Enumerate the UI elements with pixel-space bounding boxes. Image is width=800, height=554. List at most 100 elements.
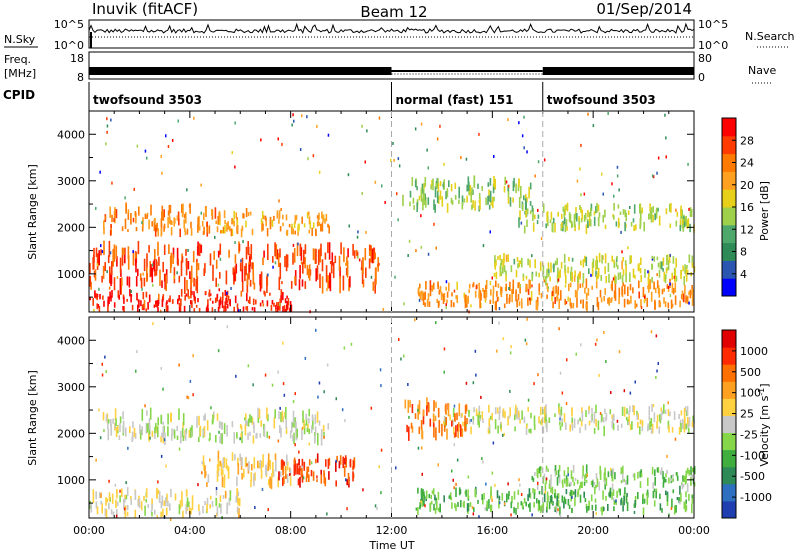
- heatmap-cell: [289, 430, 292, 439]
- heatmap-cell: [106, 413, 109, 423]
- colorbar-swatch: [722, 398, 736, 416]
- heatmap-cell: [647, 423, 649, 431]
- heatmap-cell: [645, 492, 648, 496]
- heatmap-cell: [521, 302, 523, 309]
- heatmap-noise-cell: [607, 112, 609, 115]
- heatmap-cell: [619, 211, 622, 215]
- heatmap-noise-cell: [234, 121, 236, 125]
- heatmap-cell: [174, 493, 177, 501]
- heatmap-cell: [168, 204, 171, 215]
- heatmap-cell: [662, 471, 664, 480]
- heatmap-cell: [115, 427, 118, 437]
- heatmap-cell: [595, 255, 598, 262]
- heatmap-cell: [253, 425, 255, 433]
- heatmap-cell: [229, 225, 231, 232]
- heatmap-cell: [507, 196, 510, 204]
- heatmap-cell: [676, 497, 679, 501]
- heatmap-cell: [583, 491, 585, 498]
- heatmap-noise-cell: [141, 287, 143, 291]
- heatmap-cell: [168, 298, 170, 303]
- heatmap-cell: [410, 422, 413, 429]
- heatmap-cell: [516, 257, 519, 262]
- heatmap-cell: [182, 435, 185, 442]
- heatmap-cell: [688, 469, 691, 476]
- heatmap-cell: [490, 486, 492, 496]
- heatmap-cell: [301, 474, 304, 483]
- heatmap-cell: [310, 425, 313, 434]
- heatmap-cell: [601, 255, 603, 264]
- heatmap-noise-cell: [557, 278, 560, 282]
- heatmap-cell: [665, 490, 667, 496]
- heatmap-cell: [286, 461, 289, 470]
- heatmap-cell: [320, 474, 323, 484]
- heatmap-cell: [177, 211, 180, 222]
- heatmap-noise-cell: [656, 171, 658, 175]
- heatmap-noise-cell: [144, 149, 147, 153]
- heatmap-cell: [296, 242, 299, 257]
- heatmap-noise-cell: [219, 257, 222, 261]
- heatmap-cell: [494, 407, 497, 415]
- heatmap-cell: [226, 424, 228, 437]
- heatmap-cell: [167, 216, 169, 228]
- heatmap-cell: [560, 406, 563, 416]
- heatmap-cell: [534, 489, 536, 495]
- heatmap-cell: [684, 264, 686, 274]
- heatmap-cell: [558, 465, 561, 472]
- heatmap-noise-cell: [142, 272, 144, 276]
- heatmap-cell: [251, 417, 254, 425]
- heatmap-cell: [665, 268, 668, 274]
- heatmap-cell: [642, 287, 645, 298]
- heatmap-cell: [199, 425, 202, 436]
- nsky-trace: [88, 22, 695, 48]
- heatmap-cell: [270, 304, 273, 311]
- heatmap-noise-cell: [420, 500, 422, 504]
- heatmap-cell: [433, 424, 435, 438]
- heatmap-cell: [280, 471, 282, 477]
- heatmap-cell: [115, 209, 118, 219]
- heatmap-cell: [296, 428, 298, 438]
- heatmap-cell: [535, 300, 538, 310]
- heatmap-cell: [629, 272, 631, 283]
- heatmap-cell: [522, 273, 525, 278]
- heatmap-cell: [636, 414, 639, 420]
- heatmap-cell: [193, 277, 195, 287]
- heatmap-cell: [208, 289, 211, 297]
- heatmap-cell: [666, 494, 669, 502]
- heatmap-noise-cell: [294, 392, 296, 396]
- heatmap-cell: [525, 209, 527, 218]
- heatmap-cell: [302, 261, 304, 274]
- heatmap-cell: [156, 261, 158, 271]
- heatmap-cell: [190, 300, 192, 305]
- power-cells: [89, 112, 696, 314]
- heatmap-cell: [505, 283, 507, 292]
- heatmap-noise-cell: [529, 297, 531, 301]
- heatmap-cell: [260, 420, 262, 427]
- heatmap-noise-cell: [392, 142, 394, 145]
- heatmap-cell: [210, 495, 212, 500]
- heatmap-cell: [477, 499, 479, 504]
- heatmap-cell: [215, 220, 217, 224]
- heatmap-cell: [618, 488, 620, 493]
- heatmap-noise-cell: [165, 134, 167, 138]
- heatmap-noise-cell: [268, 435, 271, 439]
- heatmap-cell: [299, 244, 302, 252]
- heatmap-cell: [416, 199, 419, 206]
- heatmap-cell: [276, 210, 279, 219]
- heatmap-cell: [573, 275, 576, 282]
- heatmap-cell: [612, 497, 615, 502]
- heatmap-cell: [238, 243, 241, 252]
- heatmap-cell: [239, 424, 242, 429]
- heatmap-cell: [439, 181, 442, 187]
- heatmap-cell: [558, 271, 560, 279]
- heatmap-cell: [361, 259, 364, 274]
- heatmap-cell: [267, 461, 270, 471]
- heatmap-cell: [497, 296, 500, 301]
- heatmap-cell: [581, 283, 584, 288]
- heatmap-cell: [628, 300, 630, 305]
- heatmap-cell: [619, 488, 621, 496]
- heatmap-cell: [443, 416, 446, 422]
- heatmap-cell: [288, 223, 291, 228]
- heatmap-cell: [467, 503, 470, 512]
- cpid-segment-label: normal (fast) 151: [396, 93, 514, 107]
- heatmap-cell: [507, 184, 509, 192]
